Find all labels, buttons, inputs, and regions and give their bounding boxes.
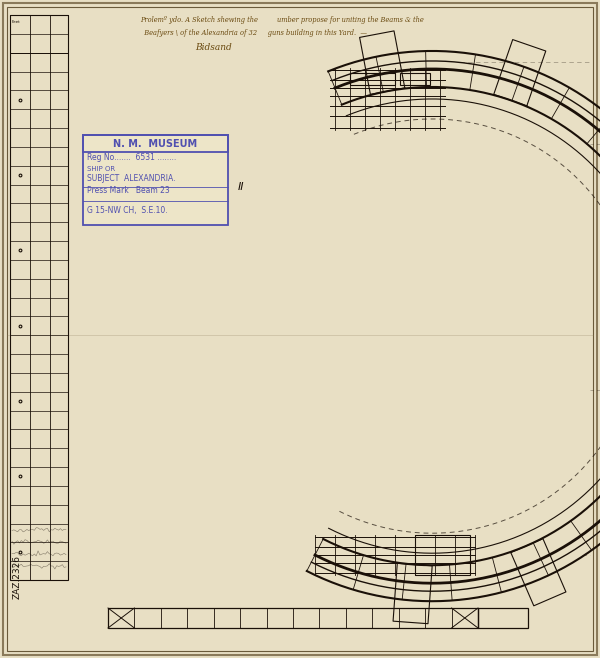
- Bar: [10, 15, 68, 53]
- Text: SHIP OR: SHIP OR: [87, 166, 115, 172]
- Text: ZAZ.2326: ZAZ.2326: [13, 555, 22, 599]
- Text: II: II: [238, 182, 245, 192]
- Text: Prolemº ydo. A Sketch shewing the         umber propose for uniting the Beams & : Prolemº ydo. A Sketch shewing the umber …: [140, 16, 424, 24]
- Text: Beafyers \ of the Alexandria of 32     guns building in this Yard.  —: Beafyers \ of the Alexandria of 32 guns …: [140, 29, 367, 37]
- Bar: [10, 15, 68, 580]
- Bar: [415, 535, 470, 575]
- Bar: [350, 73, 395, 85]
- Text: SUBJECT  ALEXANDRIA.: SUBJECT ALEXANDRIA.: [87, 174, 176, 183]
- Bar: [83, 135, 228, 225]
- Text: Feet: Feet: [12, 20, 21, 24]
- Text: N. M.  MUSEUM: N. M. MUSEUM: [113, 139, 197, 149]
- Text: G 15-NW CH,  S.E.10.: G 15-NW CH, S.E.10.: [87, 206, 167, 215]
- Text: Bidsand: Bidsand: [195, 43, 232, 52]
- Text: Reg No.......  6531 ........: Reg No....... 6531 ........: [87, 153, 176, 162]
- Bar: [400, 73, 430, 85]
- Bar: [108, 608, 478, 628]
- Text: Press Mark   Beam 23: Press Mark Beam 23: [87, 186, 170, 195]
- Bar: [478, 608, 528, 628]
- Bar: [83, 135, 228, 152]
